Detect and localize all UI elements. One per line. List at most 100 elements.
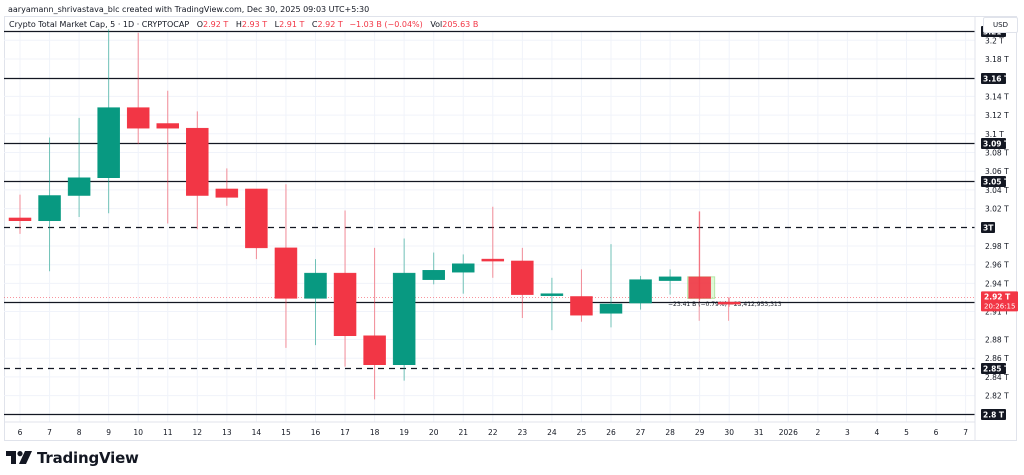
candle-body (599, 303, 623, 314)
time-label: 19 (399, 428, 409, 437)
price-label: 2.86 T (985, 354, 1009, 363)
candle-body (8, 217, 32, 222)
price-label: 2.94 T (985, 279, 1009, 288)
candle (156, 90, 179, 224)
tradingview-logo-icon (6, 451, 32, 464)
high-key: H (235, 20, 242, 29)
chart-credit: aaryamann_shrivastava_blc created with T… (8, 5, 370, 14)
time-label: 30 (724, 428, 734, 437)
candle-body (392, 272, 416, 365)
time-label: 25 (577, 428, 587, 437)
candle-body (452, 263, 475, 273)
candle-body (274, 247, 298, 299)
price-label: 2.91 T (985, 307, 1009, 316)
time-label: 17 (340, 428, 350, 437)
tradingview-logo[interactable]: TradingView (6, 449, 139, 467)
price-label: 3.18 T (985, 55, 1009, 64)
candle-body (658, 276, 682, 281)
candle (186, 111, 209, 230)
time-label: 16 (311, 428, 321, 437)
candle-body (97, 107, 120, 178)
candle-body (156, 123, 179, 129)
symbol-name[interactable]: Crypto Total Market Cap, 5 · 1D · CRYPTO… (9, 20, 190, 29)
time-label: 7 (47, 428, 52, 437)
level-price-tag-label: 3.09 T (983, 140, 1010, 149)
level-price-tag (981, 409, 1006, 420)
candle-body (186, 127, 209, 196)
low-key: L (274, 20, 280, 29)
close-key: C (311, 20, 318, 29)
time-label: 12 (193, 428, 203, 437)
candle-body (245, 188, 268, 249)
time-label: 26 (606, 428, 616, 437)
time-label: 31 (754, 428, 764, 437)
level-price-tag-label: 3.05 T (983, 178, 1010, 187)
candle (422, 252, 445, 285)
price-label: 2.82 T (985, 392, 1009, 401)
price-label: 2.88 T (985, 336, 1009, 345)
price-label: 2.84 T (985, 373, 1009, 382)
candle-body (717, 301, 741, 305)
time-label: 2026 (779, 428, 798, 437)
volume-key: Vol (430, 20, 443, 29)
time-label: 10 (133, 428, 143, 437)
candle (245, 188, 268, 260)
time-label: 4 (875, 428, 880, 437)
time-label: 23 (518, 428, 528, 437)
grid-lines (4, 31, 975, 422)
high-value: 2.93 T (241, 20, 268, 29)
time-label: 20 (429, 428, 439, 437)
level-price-tag (981, 176, 1006, 187)
time-label: 24 (547, 428, 557, 437)
candle-body (422, 270, 445, 280)
candle (658, 269, 682, 295)
candle (599, 244, 623, 328)
candle-body (126, 107, 150, 129)
horizontal-levels[interactable] (4, 30, 975, 416)
time-label: 8 (77, 428, 82, 437)
candles (8, 29, 741, 400)
candle (363, 247, 386, 400)
candle (392, 238, 416, 381)
candle-body (67, 177, 91, 196)
candle-body (38, 195, 61, 222)
price-label: 2.96 T (985, 261, 1009, 270)
price-label: 3.04 T (985, 186, 1009, 195)
level-price-tag-label: 3T (983, 224, 994, 233)
change-value: −1.03 B (−0.04%) (349, 20, 423, 29)
currency-button[interactable]: USD (983, 17, 1018, 33)
candle-body (215, 188, 239, 198)
price-label: 3.1 T (985, 130, 1004, 139)
chart-frame (4, 16, 1017, 441)
close-value: 2.92 T (317, 20, 343, 29)
candle (511, 247, 534, 318)
candle-body (688, 276, 711, 299)
time-label: 29 (695, 428, 705, 437)
level-price-tag-label: 2.8 T (983, 411, 1005, 420)
last-price-tag-value: 2.92 T (984, 292, 1011, 301)
candle-body (629, 279, 652, 304)
candle (274, 184, 298, 348)
time-label: 5 (904, 428, 909, 437)
time-label: 27 (636, 428, 646, 437)
time-label: 15 (281, 428, 291, 437)
time-label: 2 (815, 428, 820, 437)
candle-body (540, 293, 564, 296)
price-label: 3.02 T (985, 205, 1009, 214)
level-price-tag-label: 3.16 T (983, 75, 1010, 84)
time-label: 7 (963, 428, 968, 437)
price-label: 3.06 T (985, 167, 1009, 176)
candle (570, 269, 593, 322)
candle-body (481, 258, 505, 262)
time-axis[interactable]: 6 7 8 9 10 11 12 13 14 15 16 17 18 19 20 21 22 23 24 25 26 27… (18, 428, 969, 437)
candle (452, 254, 475, 294)
level-price-tag (981, 363, 1006, 374)
time-label: 13 (222, 428, 232, 437)
candle (215, 168, 239, 206)
candle-body (363, 335, 386, 365)
candle (97, 29, 120, 214)
measure-label: −23.41 B (−0.79%) −23,412,953,313 (668, 301, 782, 308)
level-price-tag-label: 2.85 T (983, 365, 1010, 374)
volume-value: 205.63 B (442, 20, 479, 29)
